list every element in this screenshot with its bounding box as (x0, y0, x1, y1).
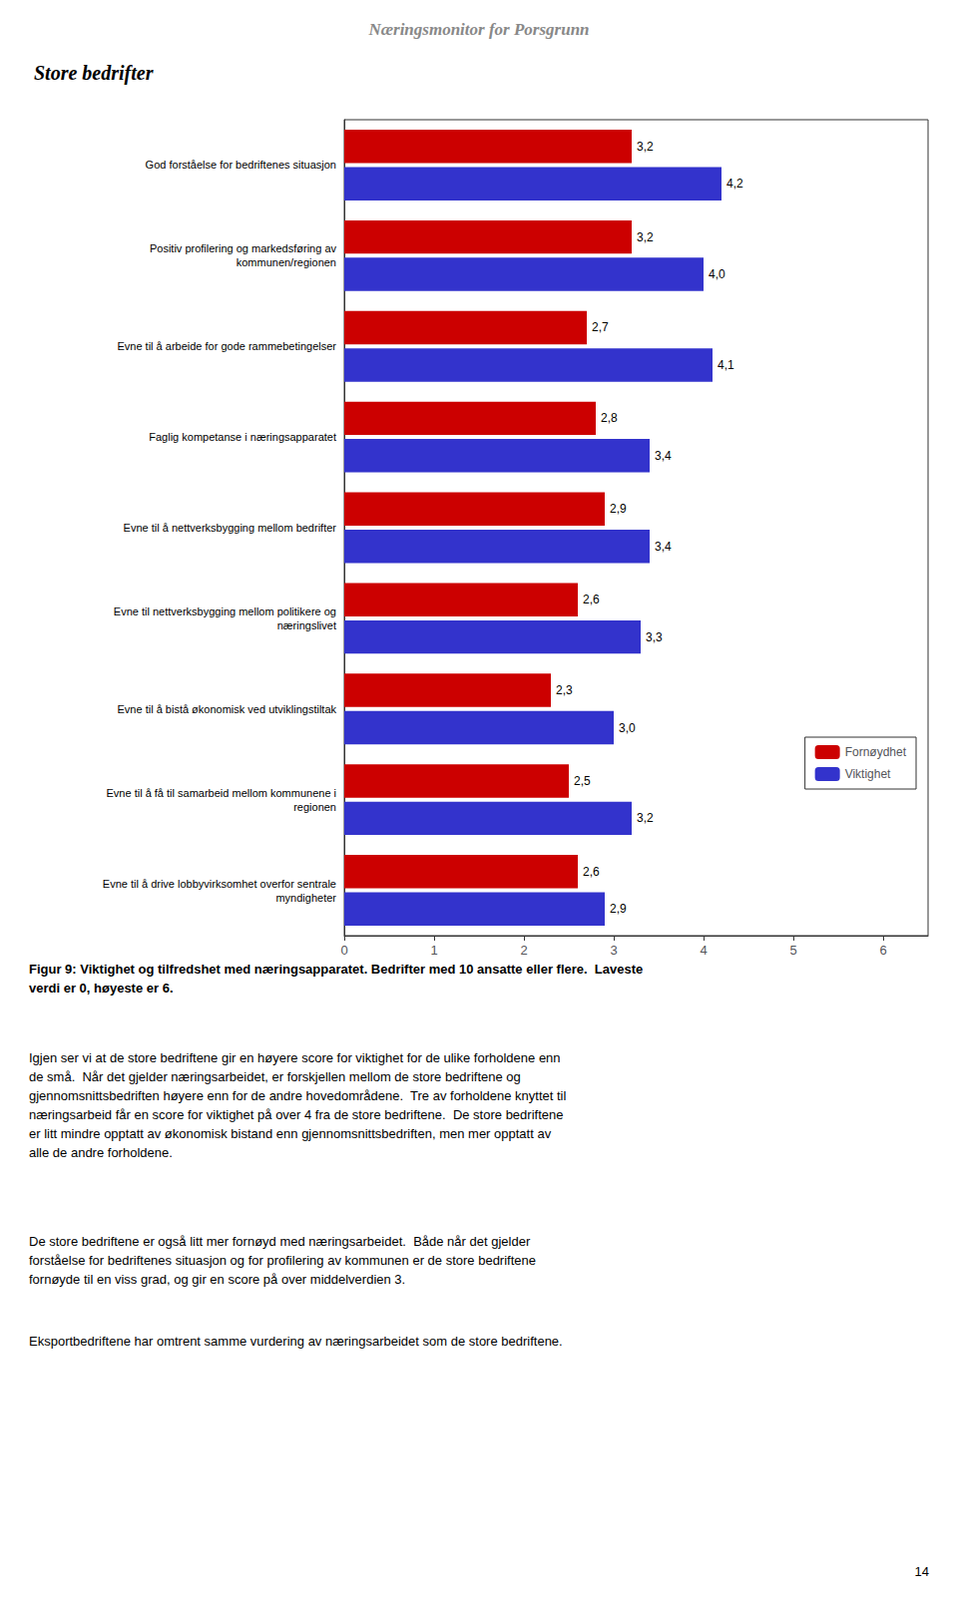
svg-text:regionen: regionen (293, 801, 337, 814)
svg-text:3,2: 3,2 (636, 139, 654, 154)
svg-text:2: 2 (519, 943, 527, 958)
svg-text:3,2: 3,2 (636, 811, 654, 826)
svg-text:myndigheter: myndigheter (275, 892, 337, 905)
svg-text:2,3: 2,3 (555, 683, 573, 698)
svg-text:alle de andre forholdene.: alle de andre forholdene. (28, 1145, 173, 1161)
svg-text:De store bedriftene er også li: De store bedriftene er også litt mer for… (28, 1234, 531, 1250)
svg-text:Evne til nettverksbygging mell: Evne til nettverksbygging mellom politik… (113, 605, 337, 618)
svg-text:Næringsmonitor for Porsgrunn: Næringsmonitor for Porsgrunn (367, 19, 589, 39)
svg-text:de små. Når det gjelder nærin: de små. Når det gjelder næringsarbeidet,… (28, 1069, 521, 1085)
svg-text:forståelse for bedriftenes sit: forståelse for bedriftenes situasjon og … (28, 1253, 536, 1269)
svg-text:Evne til å arbeide for gode ra: Evne til å arbeide for gode rammebetinge… (116, 340, 337, 353)
svg-text:Evne til å bistå økonomisk ved: Evne til å bistå økonomisk ved utvikling… (117, 703, 338, 716)
svg-text:3,0: 3,0 (618, 721, 636, 736)
svg-text:Evne til å nettverksbygging me: Evne til å nettverksbygging mellom bedri… (123, 521, 338, 534)
svg-text:Faglig kompetanse i næringsapp: Faglig kompetanse i næringsapparatet (148, 431, 337, 444)
svg-text:3,2: 3,2 (636, 230, 654, 245)
svg-text:fornøyde til en viss grad, og: fornøyde til en viss grad, og gir en sco… (28, 1272, 406, 1288)
svg-text:2,9: 2,9 (609, 501, 627, 516)
svg-text:Viktighet: Viktighet (845, 767, 892, 782)
svg-text:verdi er 0, høyeste er 6.: verdi er 0, høyeste er 6. (28, 980, 174, 996)
svg-text:Evne til å få til samarbeid me: Evne til å få til samarbeid mellom kommu… (106, 787, 337, 800)
svg-text:2,9: 2,9 (609, 902, 627, 917)
svg-text:Store bedrifter: Store bedrifter (33, 61, 154, 85)
svg-text:God forståelse for bedriftenes: God forståelse for bedriftenes situasjon (145, 158, 337, 171)
svg-text:gjennomsnitts­bedriften høyere: gjennomsnitts­bedriften høyere enn for d… (28, 1088, 566, 1104)
svg-text:Evne til å drive lobbyvirksomh: Evne til å drive lobbyvirksomhet overfor… (102, 878, 337, 891)
svg-text:3,4: 3,4 (654, 539, 672, 554)
svg-text:Igjen ser vi at de store bedri: Igjen ser vi at de store bedriftene gir … (28, 1050, 561, 1066)
svg-text:2,6: 2,6 (582, 865, 600, 880)
svg-text:1: 1 (430, 943, 438, 958)
svg-text:3: 3 (609, 943, 617, 958)
svg-text:næringsarbeid får en score for: næringsarbeid får en score for viktighet… (28, 1107, 563, 1123)
svg-text:3,3: 3,3 (645, 630, 663, 645)
svg-text:Positiv profilering og markeds: Positiv profilering og markedsføring av (149, 242, 338, 255)
svg-text:2,8: 2,8 (600, 411, 618, 426)
svg-text:4,2: 4,2 (726, 176, 744, 191)
svg-text:kommunen/regionen: kommunen/regionen (236, 256, 337, 269)
svg-text:6: 6 (879, 943, 887, 958)
svg-text:5: 5 (789, 943, 797, 958)
svg-text:14: 14 (915, 1564, 930, 1580)
svg-text:Eksportbedriftene har omtrent: Eksportbedriftene har omtrent samme vurd… (28, 1334, 563, 1350)
svg-text:2,6: 2,6 (582, 592, 600, 607)
svg-text:2,7: 2,7 (591, 320, 609, 335)
svg-text:er litt mindre opptatt av øko­: er litt mindre opptatt av øko­nomisk bis… (28, 1126, 552, 1142)
svg-text:2,5: 2,5 (573, 774, 591, 789)
svg-text:0: 0 (340, 943, 348, 958)
svg-text:3,4: 3,4 (654, 449, 672, 464)
svg-text:4,1: 4,1 (717, 358, 735, 373)
svg-text:4: 4 (699, 943, 707, 958)
svg-text:4,0: 4,0 (708, 267, 726, 282)
svg-text:Fornøydhet: Fornøydhet (845, 745, 908, 760)
svg-text:Figur 9: Viktighet og tilfreds: Figur 9: Viktighet og tilfredshet med næ… (28, 961, 643, 977)
svg-text:næringslivet: næringslivet (277, 619, 337, 632)
